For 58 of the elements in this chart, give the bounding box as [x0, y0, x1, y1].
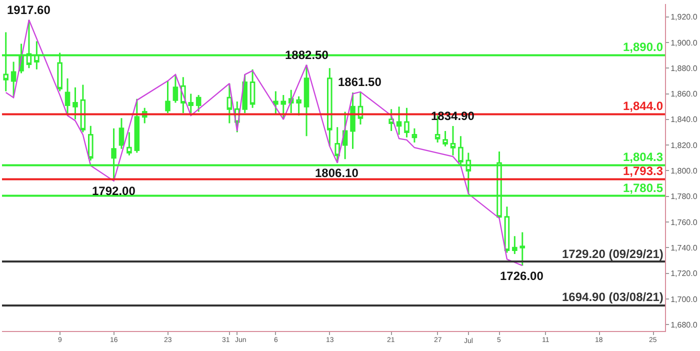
ref-line-label: 1694.90 (03/08/21)	[562, 290, 664, 304]
ref-line-label: 1,804.3	[623, 150, 664, 164]
candlestick	[504, 206, 510, 254]
annotation: 1726.00	[500, 269, 544, 283]
ref-line-label: 1729.20 (09/29/21)	[562, 247, 664, 261]
y-tick-label: 1,920.0	[670, 12, 698, 22]
candlestick	[520, 232, 526, 266]
y-tick-label: 1,740.0	[670, 243, 698, 252]
candlestick	[80, 84, 86, 133]
y-tick-label: 1,760.0	[670, 218, 698, 227]
candlestick	[88, 125, 94, 162]
y-tick-label: 1,780.0	[670, 192, 698, 202]
candlestick	[404, 107, 410, 138]
candlestick	[226, 82, 232, 124]
candlestick	[172, 74, 178, 104]
candlestick	[288, 89, 294, 114]
candlestick	[450, 125, 456, 156]
candlestick	[396, 106, 402, 136]
candlestick	[118, 117, 124, 150]
y-tick-label: 1,700.0	[670, 294, 698, 304]
candlestick	[304, 64, 310, 137]
candlestick	[342, 110, 348, 160]
annotation: 1861.50	[338, 75, 382, 89]
candlestick	[250, 68, 256, 109]
candlestick	[412, 128, 418, 144]
ref-line-label: 1,793.3	[623, 164, 664, 178]
candlestick	[134, 98, 140, 154]
y-tick-label: 1,820.0	[670, 140, 698, 150]
candlestick	[442, 130, 448, 148]
y-tick-label: 1,880.0	[670, 64, 698, 73]
y-tick-label: 1,860.0	[670, 90, 698, 99]
candlestick	[242, 74, 248, 114]
candlestick	[512, 235, 518, 255]
y-tick-label: 1,720.0	[670, 269, 698, 278]
candlestick	[327, 67, 332, 148]
ref-line-label: 1,890.0	[623, 40, 664, 54]
candlestick	[72, 86, 78, 120]
candlestick	[280, 94, 286, 120]
candlestick	[188, 93, 194, 114]
candlestick	[196, 94, 202, 112]
line-series	[5, 19, 523, 266]
annotation: 1792.00	[92, 184, 136, 198]
candlestick	[350, 92, 356, 150]
candlestick	[296, 96, 302, 116]
y-tick-label: 1,840.0	[670, 115, 698, 124]
candlestick	[126, 131, 132, 156]
y-tick-label: 1,800.0	[670, 166, 698, 176]
candlestick	[165, 80, 170, 114]
candlestick	[273, 90, 278, 116]
candlestick	[64, 78, 70, 116]
ref-line-label: 1,844.0	[623, 99, 664, 113]
annotation: 1917.60	[7, 3, 51, 17]
candlestick	[388, 108, 394, 132]
y-tick-label: 1,680.0	[670, 320, 698, 330]
annotation: 1806.10	[315, 166, 359, 180]
ref-line-label: 1,780.5	[623, 181, 664, 195]
candlestick	[10, 60, 16, 98]
y-tick-label: 1,900.0	[670, 38, 698, 48]
